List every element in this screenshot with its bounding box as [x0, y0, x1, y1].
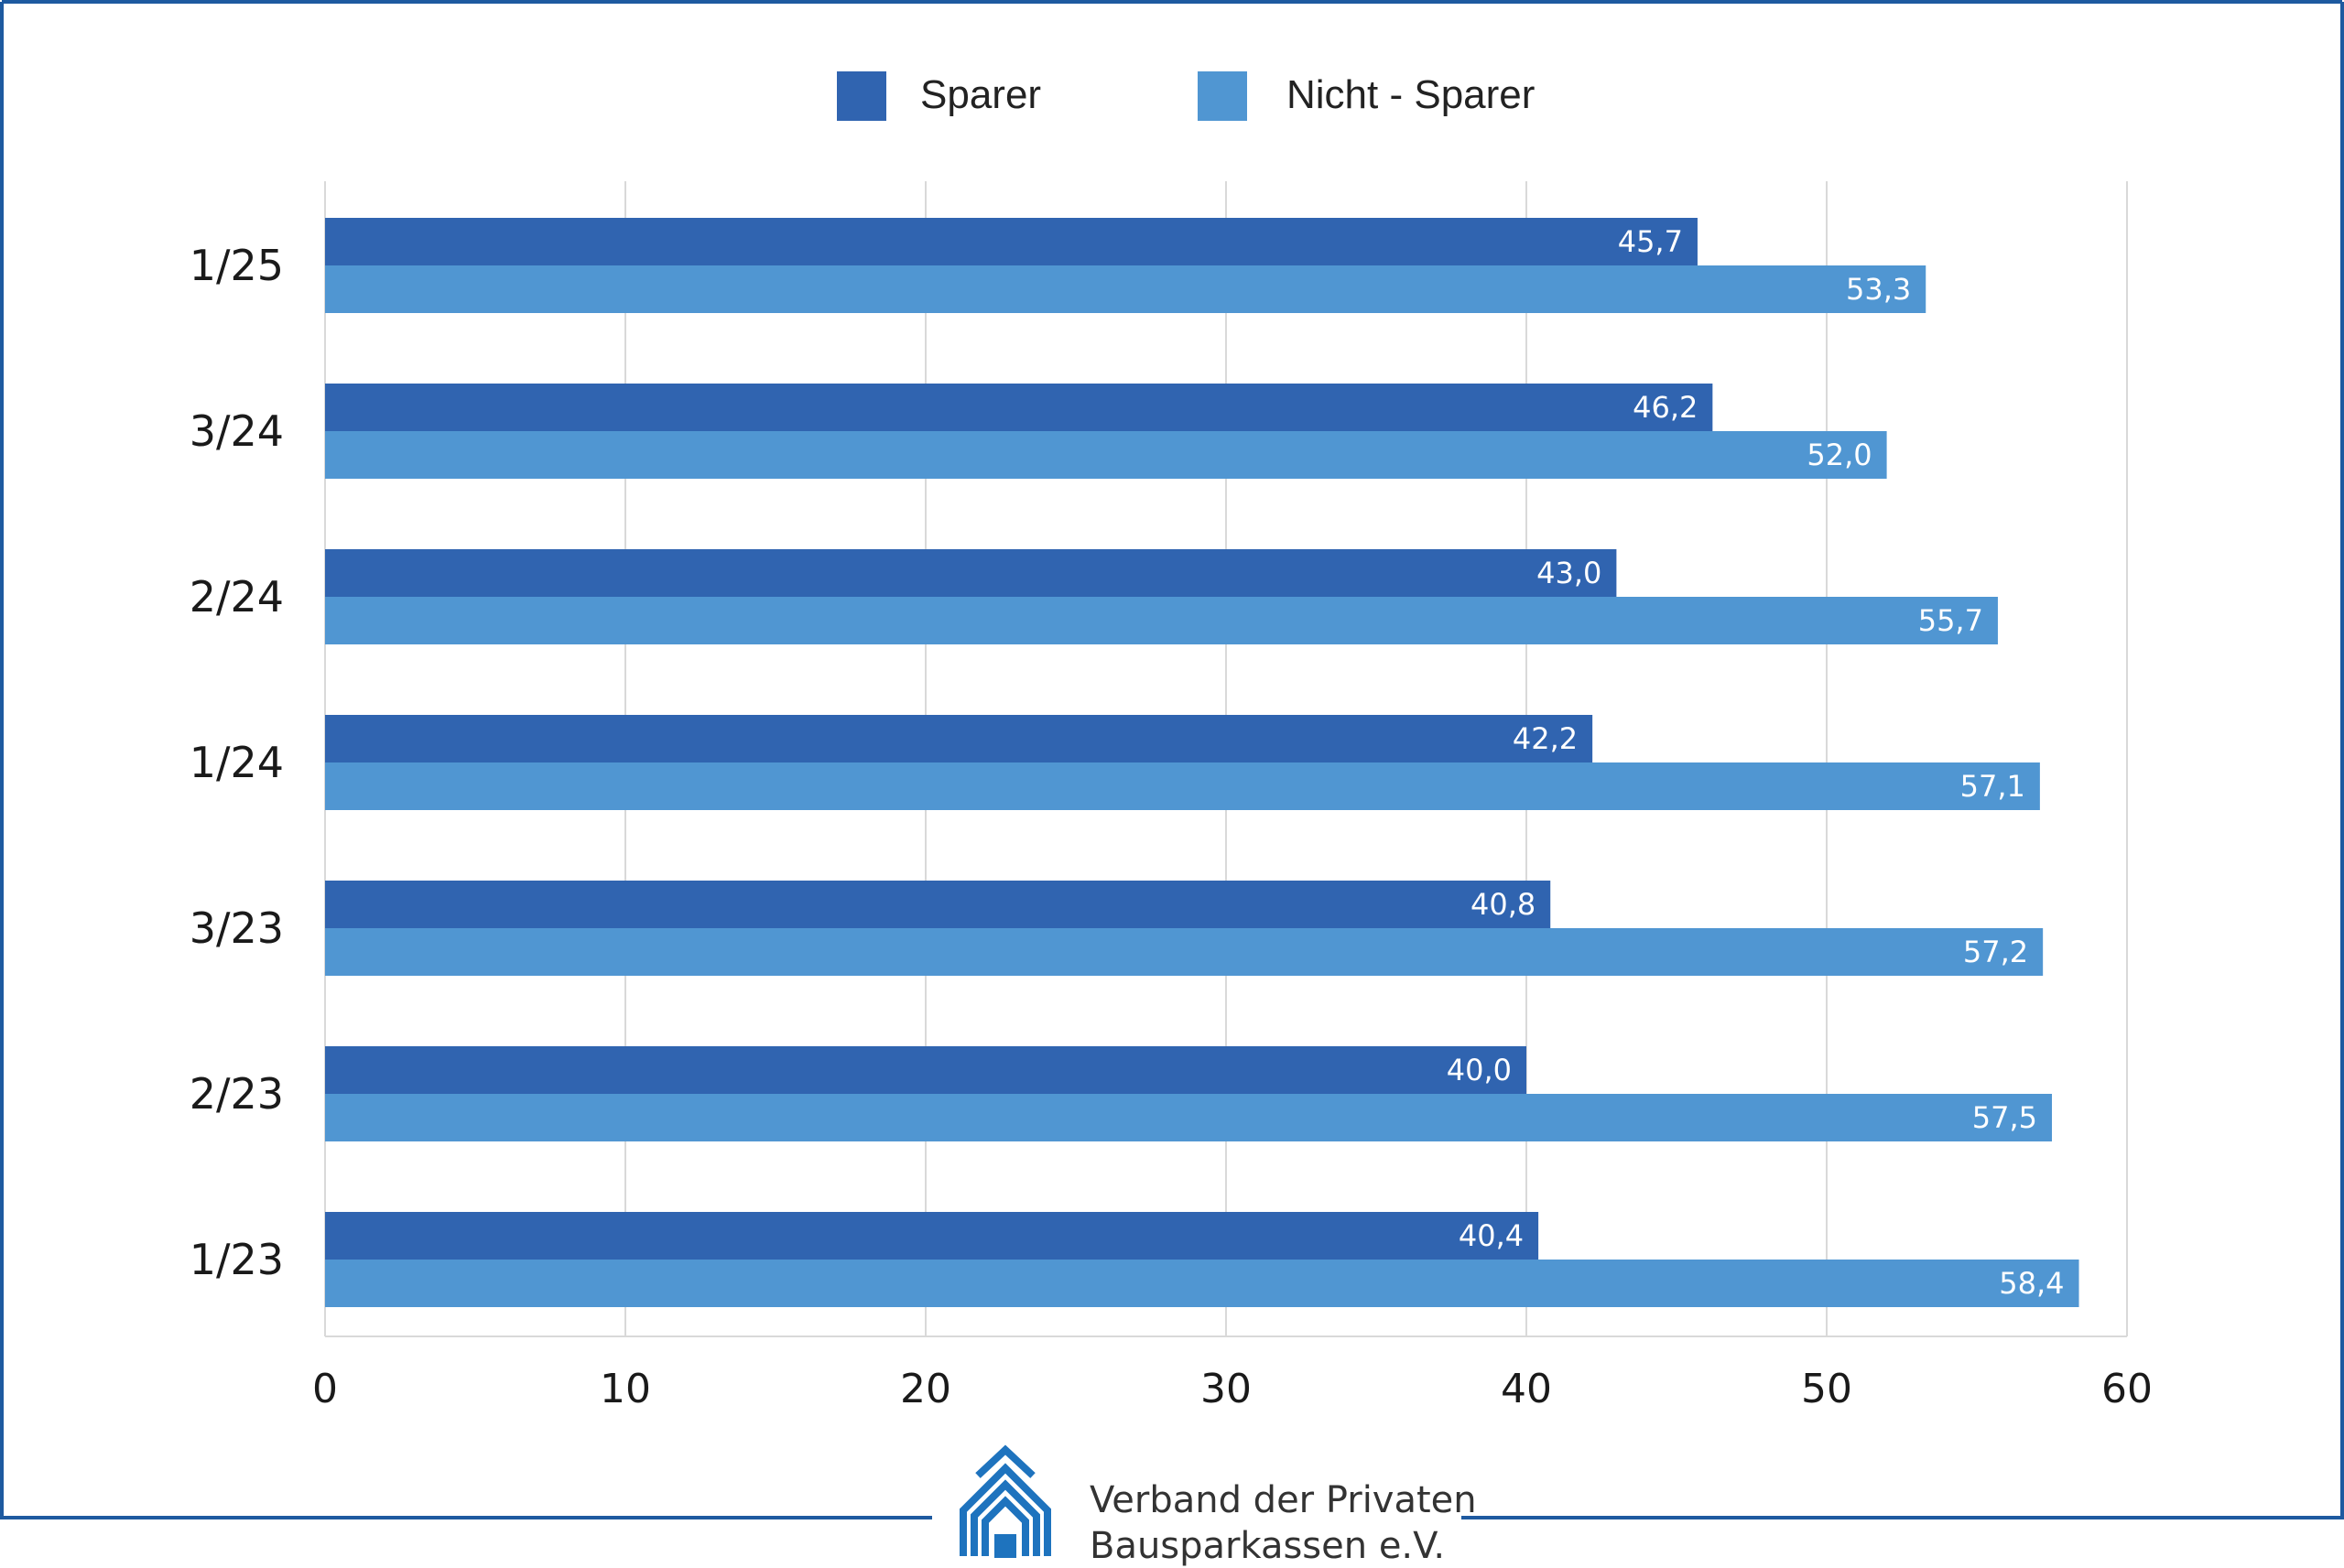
data-label-2-1: 53,3	[1846, 272, 1911, 307]
house-door	[994, 1534, 1016, 1558]
category-label-5: 3/23	[190, 903, 284, 953]
category-label-2: 3/24	[190, 406, 284, 456]
category-label-1: 1/25	[190, 241, 284, 290]
bar-2-5	[325, 928, 2044, 976]
legend-swatch-2	[1198, 71, 1247, 121]
x-tick-label-10: 10	[600, 1366, 651, 1412]
bar-1-6	[325, 1046, 1526, 1094]
category-label-6: 2/23	[190, 1069, 284, 1119]
data-label-2-4: 57,1	[1960, 769, 2025, 804]
x-tick-label-40: 40	[1501, 1366, 1552, 1412]
data-label-1-6: 40,0	[1447, 1053, 1512, 1087]
frame-border	[0, 0, 2344, 1519]
data-label-2-7: 58,4	[1999, 1266, 2064, 1301]
data-label-1-5: 40,8	[1470, 887, 1536, 922]
data-label-1-4: 42,2	[1513, 721, 1578, 756]
bar-2-2	[325, 431, 1887, 479]
house-outline-3	[982, 1496, 1029, 1556]
data-label-2-2: 52,0	[1807, 438, 1872, 472]
category-label-7: 1/23	[190, 1235, 284, 1284]
bar-1-3	[325, 549, 1617, 597]
association-logo: Verband der Privaten Bausparkassen e.V.	[960, 1444, 1477, 1567]
category-label-4: 1/24	[190, 738, 284, 787]
legend-label-1: Sparer	[920, 72, 1041, 117]
data-label-1-3: 43,0	[1536, 556, 1601, 590]
bar-1-4	[325, 715, 1593, 762]
x-tick-label-50: 50	[1801, 1366, 1852, 1412]
data-label-2-5: 57,2	[1963, 935, 2028, 969]
data-label-1-1: 45,7	[1618, 224, 1683, 259]
bar-2-6	[325, 1094, 2052, 1141]
bar-1-5	[325, 881, 1551, 928]
x-tick-label-20: 20	[900, 1366, 951, 1412]
house-outline-1	[960, 1463, 1051, 1556]
y-axis-labels: 1/25 3/24 2/24 1/24 3/23 2/23 1/23	[190, 241, 284, 1284]
bar-2-1	[325, 265, 1926, 313]
data-label-2-3: 55,7	[1918, 603, 1983, 638]
legend-swatch-1	[837, 71, 886, 121]
x-axis-labels: 0 10 20 30 40 50 60	[312, 1366, 2153, 1412]
category-label-3: 2/24	[190, 572, 284, 622]
bar-1-2	[325, 384, 1713, 431]
legend-label-2: Nicht - Sparer	[1286, 72, 1535, 117]
house-icon	[960, 1444, 1051, 1558]
data-label-2-6: 57,5	[1972, 1100, 2037, 1135]
bars: 45,7 53,3 46,2 52,0 43,0 55,7 42,2 57,1 40,8 57,2…	[325, 218, 2079, 1307]
logo-line-1: Verband der Privaten	[1090, 1479, 1477, 1521]
legend: Sparer Nicht - Sparer	[837, 71, 1535, 121]
data-label-1-2: 46,2	[1633, 390, 1698, 425]
data-label-1-7: 40,4	[1459, 1218, 1524, 1253]
bar-2-3	[325, 597, 1998, 644]
x-tick-label-0: 0	[312, 1366, 338, 1412]
logo-line-2: Bausparkassen e.V.	[1090, 1525, 1445, 1567]
x-tick-label-60: 60	[2101, 1366, 2153, 1412]
bar-1-1	[325, 218, 1698, 265]
x-tick-label-30: 30	[1200, 1366, 1252, 1412]
bar-1-7	[325, 1212, 1539, 1260]
roof-outer	[975, 1444, 1036, 1478]
bar-2-7	[325, 1260, 2079, 1307]
bar-2-4	[325, 762, 2040, 810]
house-outline-2	[971, 1479, 1040, 1556]
